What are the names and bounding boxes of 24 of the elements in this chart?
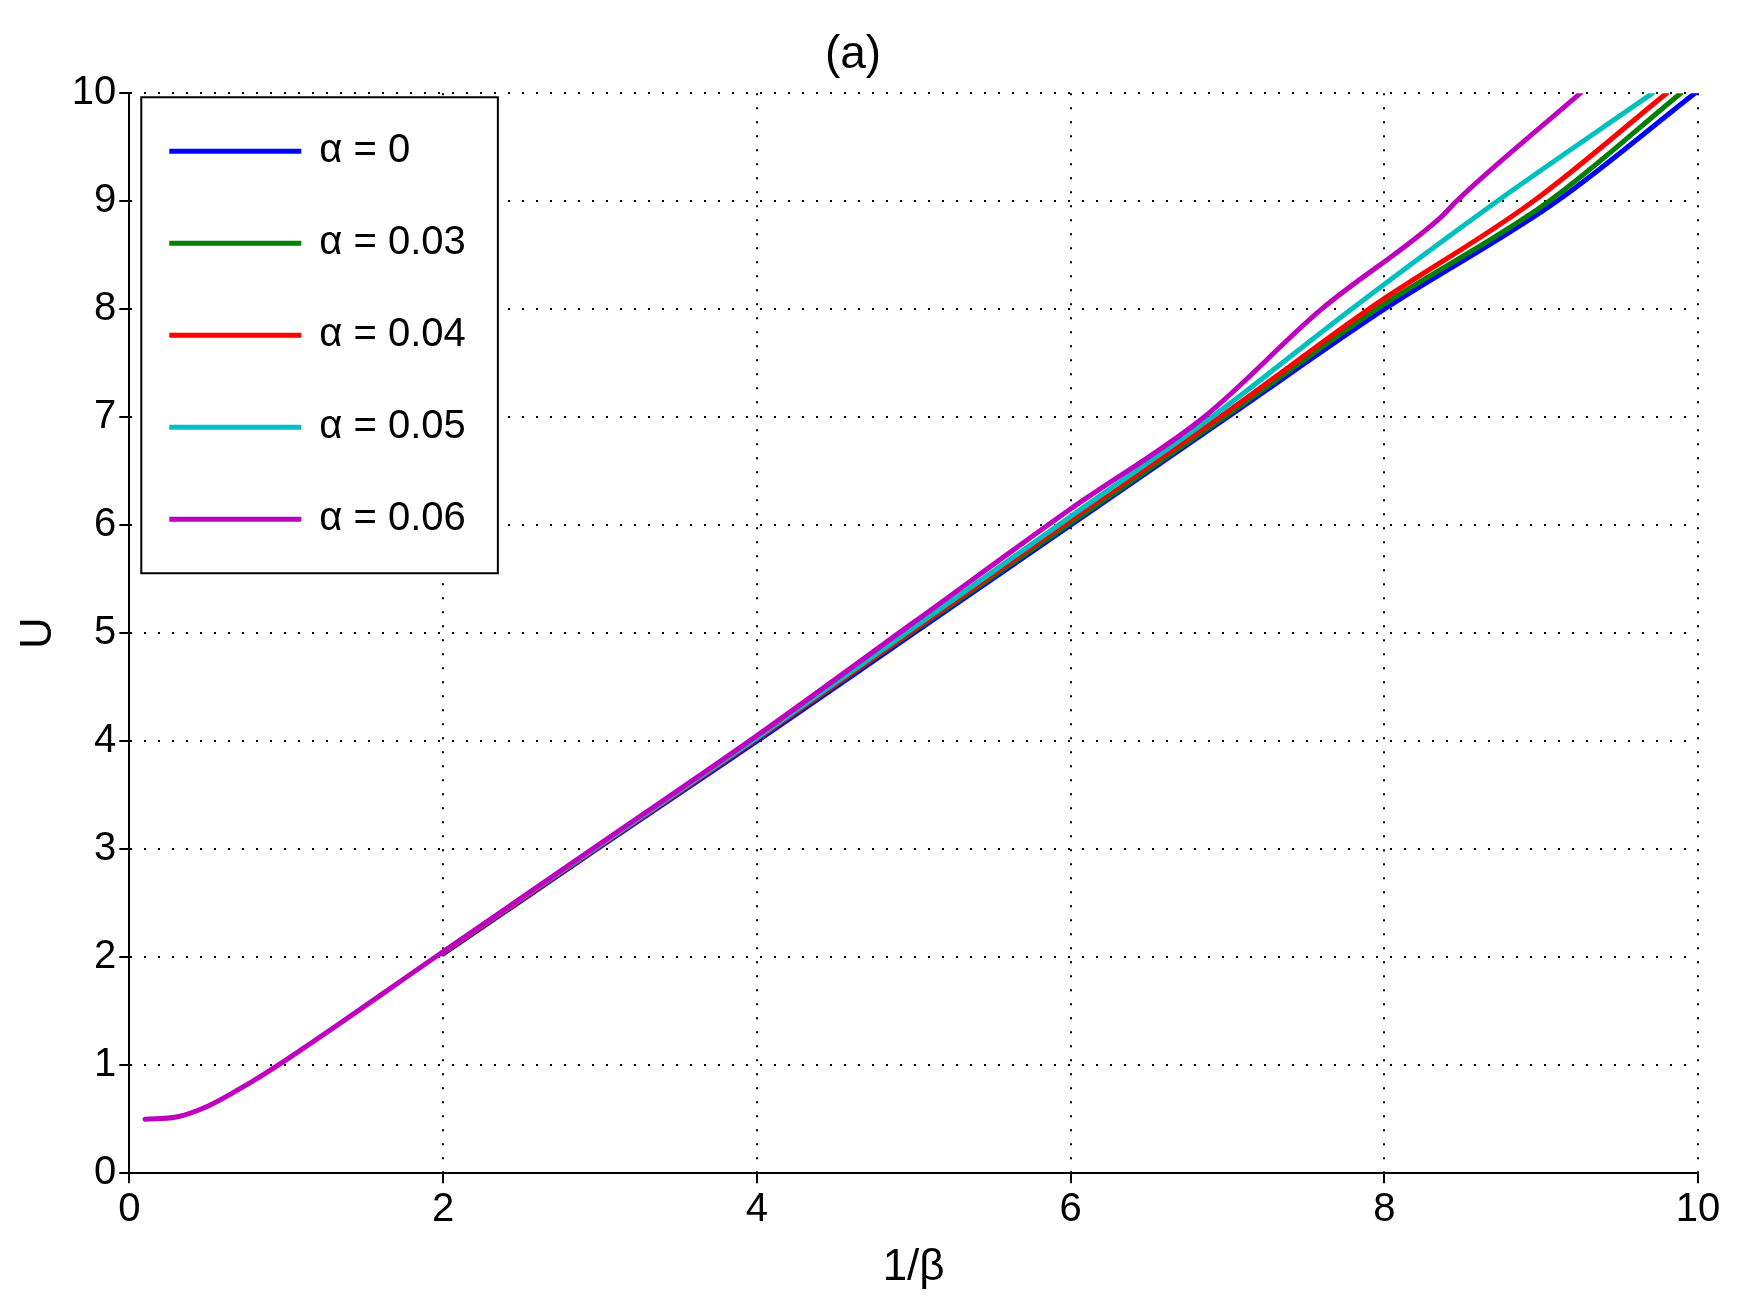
y-tick-label: 0 bbox=[94, 1148, 117, 1193]
x-axis-title: 1/β bbox=[882, 1239, 945, 1289]
legend-label: α = 0 bbox=[319, 126, 411, 171]
x-tick-label: 8 bbox=[1373, 1185, 1396, 1230]
legend-label: α = 0.06 bbox=[319, 494, 466, 539]
x-tick-label: 10 bbox=[1675, 1185, 1721, 1230]
x-tick-label: 2 bbox=[431, 1185, 455, 1230]
y-tick-label: 6 bbox=[94, 500, 117, 545]
y-tick-label: 9 bbox=[94, 176, 117, 221]
x-tick-label: 4 bbox=[745, 1185, 768, 1230]
y-tick-label: 4 bbox=[94, 716, 117, 761]
x-tick-label: 6 bbox=[1059, 1185, 1082, 1230]
y-tick-label: 2 bbox=[94, 932, 117, 977]
legend-label: α = 0.03 bbox=[319, 218, 466, 263]
y-tick-label: 1 bbox=[94, 1040, 117, 1085]
y-tick-label: 7 bbox=[94, 392, 117, 437]
legend-label: α = 0.04 bbox=[319, 310, 466, 355]
chart-title: (a) bbox=[824, 26, 882, 79]
legend-label: α = 0.05 bbox=[319, 402, 466, 447]
y-tick-label: 5 bbox=[94, 608, 117, 653]
y-tick-label: 10 bbox=[71, 68, 117, 113]
y-tick-label: 3 bbox=[94, 824, 117, 869]
y-tick-label: 8 bbox=[94, 284, 117, 329]
y-axis-title: U bbox=[10, 617, 60, 650]
